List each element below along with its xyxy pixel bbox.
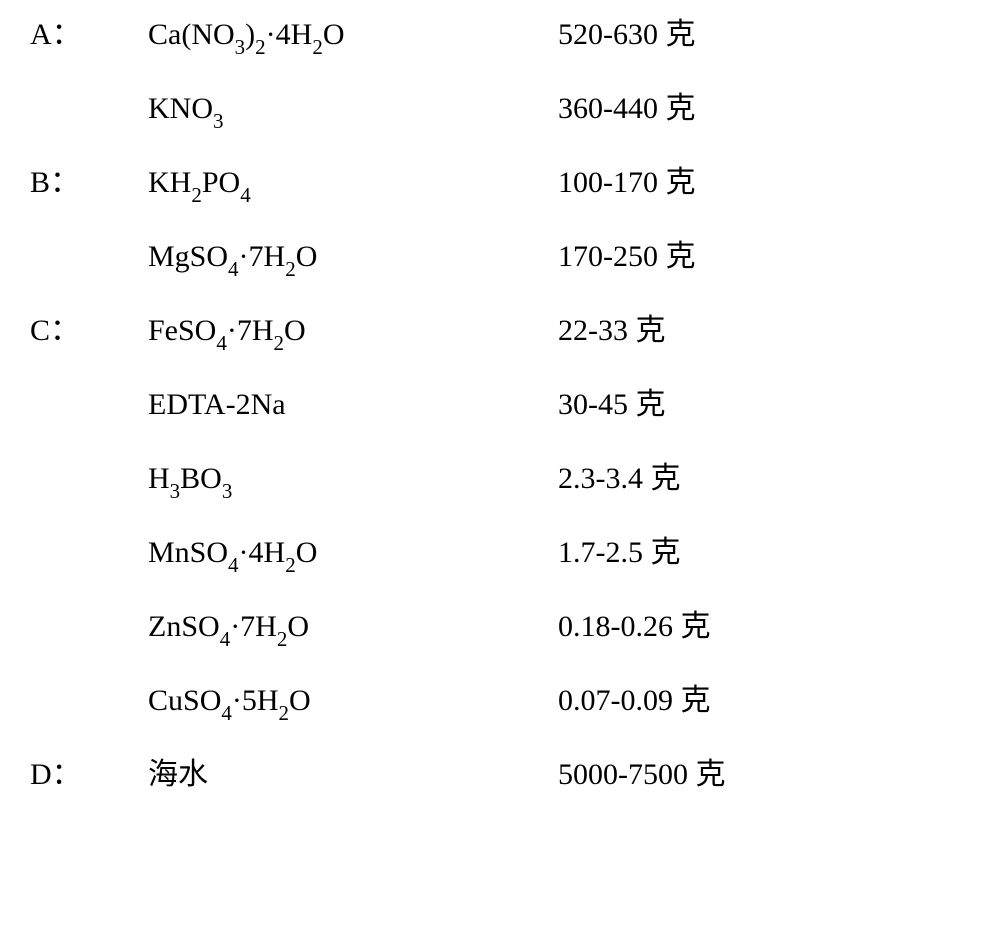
subscript: 2: [274, 331, 285, 355]
subscript: 2: [312, 35, 323, 59]
chemical-formula: Ca(NO3)2·4H2O: [148, 20, 558, 55]
chemical-formula: 海水: [148, 760, 558, 790]
subscript: 2: [277, 627, 288, 651]
subscript: 4: [240, 183, 251, 207]
chemical-formula: ZnSO4·7H2O: [148, 612, 558, 647]
table-row: MgSO4·7H2O170-250 克: [30, 242, 970, 316]
subscript: 3: [213, 109, 224, 133]
subscript: 2: [255, 35, 266, 59]
amount-value: 170-250 克: [558, 242, 970, 272]
subscript: 3: [222, 479, 233, 503]
table-row: C：FeSO4·7H2O22-33 克: [30, 316, 970, 390]
amount-value: 360-440 克: [558, 94, 970, 124]
chemical-formula: MnSO4·4H2O: [148, 538, 558, 573]
amount-value: 2.3-3.4 克: [558, 464, 970, 494]
table-row: MnSO4·4H2O1.7-2.5 克: [30, 538, 970, 612]
table-row: B：KH2PO4100-170 克: [30, 168, 970, 242]
table-row: A：Ca(NO3)2·4H2O520-630 克: [30, 20, 970, 94]
chemical-formula: FeSO4·7H2O: [148, 316, 558, 351]
chemical-formula: KNO3: [148, 94, 558, 129]
subscript: 4: [220, 627, 231, 651]
group-label: B：: [30, 168, 148, 198]
subscript: 2: [285, 257, 296, 281]
table-row: CuSO4·5H2O0.07-0.09 克: [30, 686, 970, 760]
subscript: 2: [191, 183, 202, 207]
subscript: 2: [285, 553, 296, 577]
chemical-formula: CuSO4·5H2O: [148, 686, 558, 721]
chemical-formula: MgSO4·7H2O: [148, 242, 558, 277]
subscript: 3: [235, 35, 246, 59]
amount-value: 1.7-2.5 克: [558, 538, 970, 568]
subscript: 4: [228, 553, 239, 577]
subscript: 4: [228, 257, 239, 281]
subscript: 2: [279, 701, 290, 725]
table-row: ZnSO4·7H2O0.18-0.26 克: [30, 612, 970, 686]
subscript: 4: [216, 331, 227, 355]
table-row: EDTA-2Na30-45 克: [30, 390, 970, 464]
group-label: D：: [30, 760, 148, 790]
amount-value: 0.07-0.09 克: [558, 686, 970, 716]
chemical-composition-table: A：Ca(NO3)2·4H2O520-630 克KNO3360-440 克B：K…: [30, 20, 970, 834]
amount-value: 5000-7500 克: [558, 760, 970, 790]
group-label: A：: [30, 20, 148, 50]
subscript: 4: [221, 701, 232, 725]
table-row: D：海水5000-7500 克: [30, 760, 970, 834]
amount-value: 30-45 克: [558, 390, 970, 420]
table-row: KNO3360-440 克: [30, 94, 970, 168]
chemical-formula: KH2PO4: [148, 168, 558, 203]
amount-value: 520-630 克: [558, 20, 970, 50]
group-label: C：: [30, 316, 148, 346]
amount-value: 22-33 克: [558, 316, 970, 346]
table-row: H3BO32.3-3.4 克: [30, 464, 970, 538]
amount-value: 0.18-0.26 克: [558, 612, 970, 642]
chemical-formula: H3BO3: [148, 464, 558, 499]
chemical-formula: EDTA-2Na: [148, 390, 558, 420]
amount-value: 100-170 克: [558, 168, 970, 198]
subscript: 3: [170, 479, 181, 503]
